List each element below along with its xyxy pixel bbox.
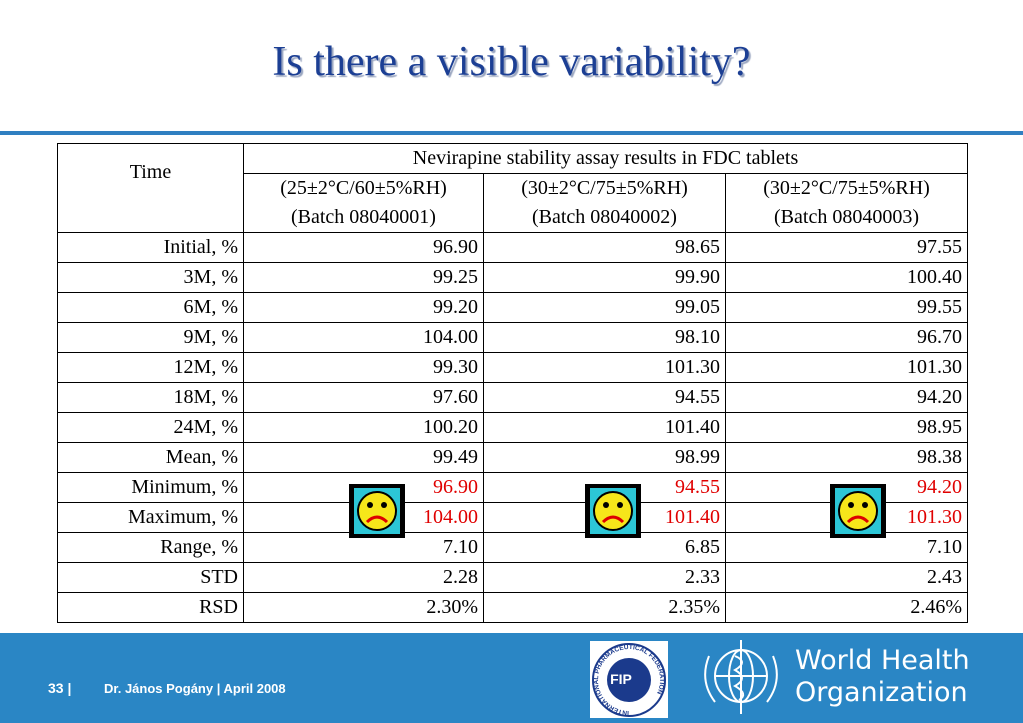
table-row: Initial, % 96.90 98.65 97.55 [57, 232, 969, 263]
cell-value: 96.70 [724, 322, 969, 353]
row-label: Minimum, % [57, 472, 244, 503]
cell-value: 99.90 [483, 262, 726, 293]
cell-value: 100.40 [724, 262, 969, 293]
cell-value: 101.40 [483, 412, 726, 443]
cell-value: 98.38 [724, 442, 969, 473]
cell-value: 97.60 [243, 382, 484, 413]
cell-value: 101.30 [483, 352, 726, 383]
cell-value: 98.95 [724, 412, 969, 443]
cell-value: 97.55 [724, 232, 969, 263]
table-row: 6M, % 99.20 99.05 99.55 [57, 292, 969, 323]
group-header: Nevirapine stability assay results in FD… [242, 143, 969, 174]
row-label: RSD [57, 592, 244, 623]
page-number: 33 | [48, 680, 72, 696]
row-label: Mean, % [57, 442, 244, 473]
cell-value: 2.43 [724, 562, 969, 593]
batch: (Batch 08040003) [774, 206, 919, 228]
slide-title: Is there a visible variability? [272, 39, 751, 85]
cell-value: 94.55 [483, 382, 726, 413]
condition: (25±2°C/60±5%RH) [280, 177, 447, 199]
batch: (Batch 08040001) [291, 206, 436, 228]
row-label: 3M, % [57, 262, 244, 293]
row-label: 12M, % [57, 352, 244, 383]
cell-value: 99.30 [243, 352, 484, 383]
sad-face-icon [349, 484, 405, 538]
cell-value: 99.55 [724, 292, 969, 323]
table-row: Mean, % 99.49 98.99 98.38 [57, 442, 969, 473]
row-label: 9M, % [57, 322, 244, 353]
cell-value: 98.65 [483, 232, 726, 263]
table-row: 3M, % 99.25 99.90 100.40 [57, 262, 969, 293]
fip-text: FIP [610, 671, 632, 687]
row-label: Range, % [57, 532, 244, 563]
cell-value: 100.20 [243, 412, 484, 443]
table-row: 18M, % 97.60 94.55 94.20 [57, 382, 969, 413]
row-label: Initial, % [57, 232, 244, 263]
time-header: Time [57, 143, 244, 233]
cell-value: 94.20 [724, 382, 969, 413]
cell-value: 99.25 [243, 262, 484, 293]
row-label: STD [57, 562, 244, 593]
condition: (30±2°C/75±5%RH) [521, 177, 688, 199]
table-row: 9M, % 104.00 98.10 96.70 [57, 322, 969, 353]
table-row: 12M, % 99.30 101.30 101.30 [57, 352, 969, 383]
cell-value: 99.05 [483, 292, 726, 323]
row-label: 6M, % [57, 292, 244, 323]
cell-value: 2.28 [243, 562, 484, 593]
cell-value: 2.46% [724, 592, 969, 623]
cell-value: 96.90 [243, 232, 484, 263]
cell-value: 2.35% [483, 592, 726, 623]
cell-value: 104.00 [243, 322, 484, 353]
assay-table: Time Nevirapine stability assay results … [57, 143, 969, 623]
footer-band [0, 633, 1023, 723]
cell-value: 2.30% [243, 592, 484, 623]
row-label: Maximum, % [57, 502, 244, 533]
who-emblem [704, 640, 778, 714]
who-text: Organization [795, 677, 968, 708]
cell-value: 99.49 [243, 442, 484, 473]
fip-emblem: INTERNATIONAL PHARMACEUTICAL FEDERATION … [592, 643, 666, 717]
title-rule [0, 131, 1023, 135]
column-header: (30±2°C/75±5%RH) (Batch 08040002) [483, 173, 726, 233]
row-label: 24M, % [57, 412, 244, 443]
cell-value: 98.10 [483, 322, 726, 353]
footer-credit: Dr. János Pogány | April 2008 [104, 681, 286, 696]
fip-logo: INTERNATIONAL PHARMACEUTICAL FEDERATION … [590, 641, 668, 718]
cell-value: 101.30 [724, 352, 969, 383]
sad-face-icon [830, 484, 886, 538]
batch: (Batch 08040002) [532, 206, 677, 228]
sad-face-icon [585, 484, 641, 538]
cell-value: 98.99 [483, 442, 726, 473]
cell-value: 2.33 [483, 562, 726, 593]
who-text: World Health [795, 645, 970, 676]
table-row: STD 2.28 2.33 2.43 [57, 562, 969, 593]
column-header: (25±2°C/60±5%RH) (Batch 08040001) [243, 173, 484, 233]
condition: (30±2°C/75±5%RH) [763, 177, 930, 199]
table-row: Minimum, % 96.90 94.55 94.20 [57, 472, 969, 503]
table-row: 24M, % 100.20 101.40 98.95 [57, 412, 969, 443]
cell-value: 99.20 [243, 292, 484, 323]
column-header: (30±2°C/75±5%RH) (Batch 08040003) [724, 173, 969, 233]
table-row: RSD 2.30% 2.35% 2.46% [57, 592, 969, 623]
row-label: 18M, % [57, 382, 244, 413]
